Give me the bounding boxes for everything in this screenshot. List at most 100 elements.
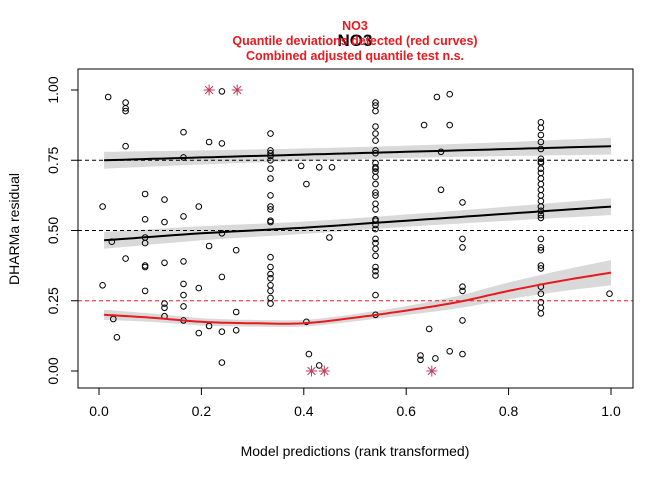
data-point xyxy=(267,175,274,182)
data-point xyxy=(459,317,466,324)
x-tick-label: 0.0 xyxy=(89,403,109,419)
data-point xyxy=(205,138,213,146)
data-point xyxy=(232,308,240,316)
data-point xyxy=(122,107,129,115)
data-point xyxy=(267,203,274,210)
data-point xyxy=(459,350,466,358)
data-point xyxy=(425,325,433,333)
y-axis-label: DHARMa residual xyxy=(6,173,22,285)
data-point xyxy=(537,304,545,312)
data-point xyxy=(141,263,149,271)
data-point xyxy=(180,128,187,136)
data-point xyxy=(195,284,203,292)
data-point xyxy=(372,225,379,233)
x-axis-label: Model predictions (rank transformed) xyxy=(241,443,470,459)
data-point xyxy=(232,327,240,334)
data-point xyxy=(537,169,545,177)
data-point xyxy=(180,280,187,288)
data-point xyxy=(205,242,213,250)
data-point xyxy=(537,119,545,126)
data-point xyxy=(195,329,203,337)
data-point xyxy=(267,130,274,137)
data-point xyxy=(459,235,466,243)
data-point xyxy=(104,93,112,101)
data-point xyxy=(122,142,129,150)
data-point xyxy=(218,328,226,336)
data-point xyxy=(459,287,466,295)
data-point xyxy=(537,165,545,172)
data-point xyxy=(218,230,226,237)
data-point xyxy=(267,165,274,172)
outlier-point xyxy=(306,365,317,377)
data-point xyxy=(372,200,379,208)
x-tick-label: 0.2 xyxy=(192,403,212,419)
data-point xyxy=(372,99,379,106)
data-point xyxy=(180,258,187,265)
y-tick-label: 1.00 xyxy=(45,76,61,103)
outlier-point xyxy=(203,84,215,96)
data-point xyxy=(446,121,454,129)
data-point xyxy=(232,246,240,254)
data-point xyxy=(267,282,274,289)
data-point xyxy=(537,131,545,139)
data-point xyxy=(122,255,129,262)
data-point xyxy=(372,123,379,130)
data-point xyxy=(372,252,379,260)
data-point xyxy=(267,275,274,282)
data-point xyxy=(141,190,149,198)
data-point xyxy=(537,298,545,306)
data-point xyxy=(328,164,336,171)
data-point xyxy=(433,93,441,101)
data-point xyxy=(297,162,305,170)
quantile-curves xyxy=(104,145,612,325)
data-point xyxy=(141,216,149,223)
data-point xyxy=(303,318,310,326)
data-point xyxy=(315,362,323,369)
outlier-point xyxy=(318,365,330,377)
data-point xyxy=(372,137,379,144)
confidence-bands xyxy=(104,137,611,327)
data-point xyxy=(161,300,168,307)
data-point xyxy=(305,350,313,358)
data-point xyxy=(372,291,379,299)
data-point xyxy=(606,290,613,298)
data-point xyxy=(195,203,203,210)
data-point xyxy=(218,359,226,366)
outlier-point xyxy=(426,365,438,377)
data-point xyxy=(99,203,106,210)
outlier-markers xyxy=(203,84,438,377)
y-tick-label: 0.25 xyxy=(45,287,61,314)
data-point xyxy=(218,88,226,95)
data-point xyxy=(372,235,379,243)
data-point xyxy=(315,164,323,171)
chart-subtitle-line-1: NO3 xyxy=(342,19,368,33)
chart-title: NO3 xyxy=(338,31,373,50)
y-tick-label: 0.00 xyxy=(45,357,61,384)
data-point xyxy=(459,244,466,251)
data-point xyxy=(372,192,379,199)
data-point xyxy=(437,186,445,194)
data-point xyxy=(303,180,310,188)
quantile-curve-0.75 xyxy=(104,145,612,162)
data-point xyxy=(459,199,466,206)
data-point xyxy=(326,234,333,241)
data-point xyxy=(372,239,379,247)
data-point xyxy=(267,270,274,278)
data-point xyxy=(372,107,379,115)
data-point xyxy=(161,196,168,203)
x-tick-label: 0.8 xyxy=(499,403,519,419)
x-tick-label: 1.0 xyxy=(601,403,621,419)
data-point xyxy=(372,165,379,172)
data-point xyxy=(432,355,439,362)
data-point xyxy=(372,272,379,279)
data-point xyxy=(141,287,149,295)
data-point xyxy=(267,157,274,164)
data-point xyxy=(99,282,106,289)
data-point xyxy=(372,189,379,196)
data-point xyxy=(372,206,379,213)
y-tick-label: 0.75 xyxy=(45,146,61,173)
data-point xyxy=(122,99,129,106)
data-point xyxy=(161,304,168,312)
data-point xyxy=(180,291,187,299)
